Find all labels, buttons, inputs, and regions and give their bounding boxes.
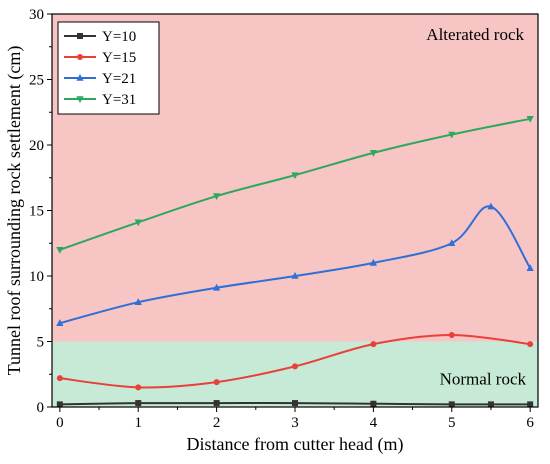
x-tick-label: 5 (448, 415, 456, 431)
data-point (135, 400, 142, 407)
data-point (213, 193, 221, 201)
y-tick-label: 5 (37, 335, 45, 351)
x-tick-label: 3 (291, 415, 299, 431)
data-point (370, 400, 377, 407)
data-point (291, 172, 299, 180)
data-point (213, 400, 220, 407)
legend-label: Y=31 (102, 92, 136, 108)
x-axis: 0 1 2 3 4 5 6 (56, 407, 534, 431)
legend-label: Y=10 (102, 29, 136, 45)
legend-item: Y=31 (64, 92, 136, 108)
region-band (52, 341, 538, 407)
series-Y=31 (56, 116, 534, 254)
data-point (487, 202, 495, 210)
y-axis: 0 5 10 15 20 25 30 (29, 7, 52, 416)
data-point (369, 258, 377, 266)
plot-background (52, 14, 538, 407)
x-tick-label: 4 (370, 415, 378, 431)
data-point (448, 131, 456, 139)
y-tick-label: 30 (29, 7, 44, 23)
series-Y=21 (56, 202, 534, 326)
data-point (527, 401, 534, 408)
data-point (213, 379, 220, 386)
data-point (213, 283, 221, 291)
data-point (448, 239, 456, 247)
data-point (526, 116, 534, 123)
y-tick-label: 25 (29, 73, 44, 89)
y-tick-label: 20 (29, 138, 44, 154)
data-point (527, 341, 534, 348)
data-point (369, 150, 377, 157)
data-point (56, 401, 63, 408)
x-axis-title: Distance from cutter head (m) (187, 434, 404, 455)
data-point (56, 375, 63, 382)
data-point (526, 264, 534, 271)
series-Y=10 (56, 400, 534, 408)
data-point (487, 401, 494, 408)
y-tick-label: 10 (29, 269, 44, 285)
data-point (292, 363, 298, 370)
region-label: Normal rock (440, 370, 527, 389)
legend-item: Y=15 (64, 50, 136, 66)
legend-marker (76, 96, 84, 103)
series-Y=15 (56, 331, 534, 391)
data-point (292, 400, 298, 407)
series-line (59, 401, 531, 406)
legend-marker (77, 54, 83, 60)
region-labels: Alterated rock Normal rock (426, 25, 526, 389)
data-point (448, 331, 455, 338)
data-point (135, 384, 142, 391)
y-tick-label: 15 (29, 204, 44, 220)
y-tick-label: 0 (37, 400, 45, 416)
x-tick-label: 6 (526, 415, 534, 431)
legend-label: Y=15 (102, 50, 136, 66)
x-tick-label: 2 (213, 415, 221, 431)
data-point (370, 341, 377, 348)
data-point (56, 319, 64, 326)
region-label: Alterated rock (426, 25, 524, 44)
legend-marker (76, 74, 84, 81)
legend: Y=10 Y=15 Y=21 Y=31 (57, 21, 160, 115)
legend-label: Y=21 (102, 71, 136, 87)
y-axis-title: Tunnel roof surrounding rock settlement … (4, 46, 25, 376)
data-point (291, 272, 299, 279)
x-tick-label: 0 (56, 415, 64, 431)
x-tick-label: 1 (134, 415, 142, 431)
data-point (448, 401, 455, 408)
data-point (134, 298, 142, 305)
data-point (134, 219, 142, 227)
legend-item: Y=10 (64, 29, 136, 45)
data-point (56, 247, 64, 254)
legend-marker (77, 33, 83, 39)
series-group (56, 116, 534, 408)
legend-item: Y=21 (64, 71, 136, 87)
